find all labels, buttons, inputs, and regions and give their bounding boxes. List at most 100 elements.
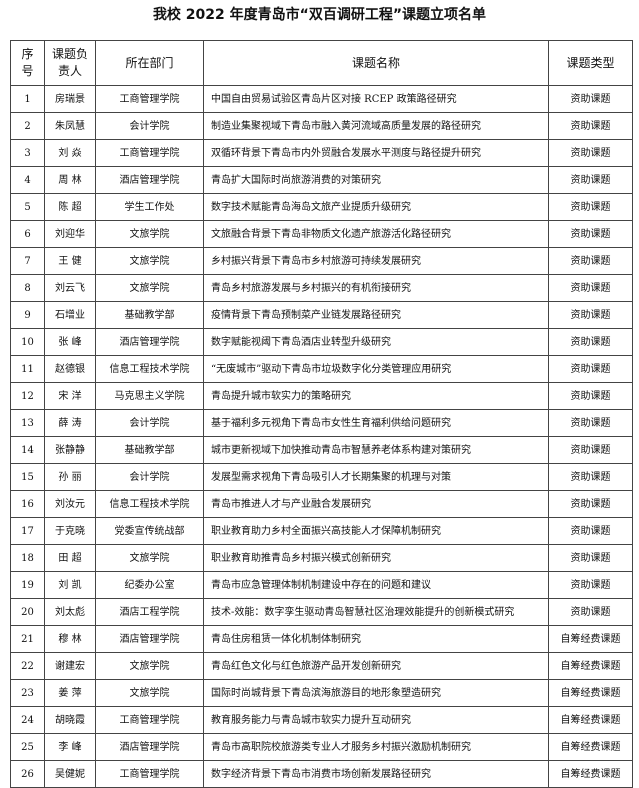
row-type: 资助课题 — [548, 463, 633, 491]
row-index: 22 — [10, 652, 45, 680]
row-leader: 张静静 — [44, 436, 96, 464]
row-topic: 青岛红色文化与红色旅游产品开发创新研究 — [203, 652, 549, 680]
row-department: 文旅学院 — [95, 274, 204, 302]
row-type: 资助课题 — [548, 490, 633, 518]
row-topic: 青岛市高职院校旅游类专业人才服务乡村振兴激励机制研究 — [203, 733, 549, 761]
row-type: 资助课题 — [548, 355, 633, 383]
row-department: 工商管理学院 — [95, 139, 204, 167]
row-type: 自筹经费课题 — [548, 733, 633, 761]
row-leader: 房瑞景 — [44, 85, 96, 113]
header-leader: 课题负责人 — [44, 40, 96, 86]
row-index: 25 — [10, 733, 45, 761]
row-leader: 孙 丽 — [44, 463, 96, 491]
row-topic: 国际时尚城背景下青岛滨海旅游目的地形象塑造研究 — [203, 679, 549, 707]
row-index: 1 — [10, 85, 45, 113]
row-topic: 数字经济背景下青岛市消费市场创新发展路径研究 — [203, 760, 549, 788]
row-index: 17 — [10, 517, 45, 545]
row-topic: 疫情背景下青岛预制菜产业链发展路径研究 — [203, 301, 549, 329]
row-topic: 双循环背景下青岛市内外贸融合发展水平测度与路径提升研究 — [203, 139, 549, 167]
row-leader: 石增业 — [44, 301, 96, 329]
row-leader: 刘 凯 — [44, 571, 96, 599]
row-department: 基础教学部 — [95, 436, 204, 464]
row-leader: 胡晓霞 — [44, 706, 96, 734]
row-leader: 谢建宏 — [44, 652, 96, 680]
row-leader: 刘迎华 — [44, 220, 96, 248]
row-department: 文旅学院 — [95, 652, 204, 680]
row-department: 酒店管理学院 — [95, 166, 204, 194]
row-topic: “无废城市”驱动下青岛市垃圾数字化分类管理应用研究 — [203, 355, 549, 383]
row-type: 资助课题 — [548, 139, 633, 167]
row-department: 酒店管理学院 — [95, 733, 204, 761]
row-topic: 青岛提升城市软实力的策略研究 — [203, 382, 549, 410]
table-row: 24 胡晓霞 工商管理学院 教育服务能力与青岛城市软实力提升互动研究 自筹经费课题 — [10, 706, 633, 734]
table-row: 11 赵德银 信息工程技术学院 “无废城市”驱动下青岛市垃圾数字化分类管理应用研究 资助… — [10, 355, 633, 383]
row-type: 资助课题 — [548, 382, 633, 410]
row-department: 文旅学院 — [95, 679, 204, 707]
row-department: 文旅学院 — [95, 220, 204, 248]
row-department: 基础教学部 — [95, 301, 204, 329]
row-department: 信息工程技术学院 — [95, 355, 204, 383]
row-index: 21 — [10, 625, 45, 653]
row-topic: 职业教育助力乡村全面振兴高技能人才保障机制研究 — [203, 517, 549, 545]
table-row: 22 谢建宏 文旅学院 青岛红色文化与红色旅游产品开发创新研究 自筹经费课题 — [10, 652, 633, 680]
row-index: 7 — [10, 247, 45, 275]
row-department: 酒店管理学院 — [95, 625, 204, 653]
row-index: 16 — [10, 490, 45, 518]
header-topic: 课题名称 — [203, 40, 549, 86]
row-topic: 基于福利多元视角下青岛市女性生育福利供给问题研究 — [203, 409, 549, 437]
row-type: 资助课题 — [548, 247, 633, 275]
row-leader: 李 峰 — [44, 733, 96, 761]
row-index: 11 — [10, 355, 45, 383]
row-department: 学生工作处 — [95, 193, 204, 221]
row-leader: 宋 洋 — [44, 382, 96, 410]
row-department: 工商管理学院 — [95, 85, 204, 113]
row-topic: 乡村振兴背景下青岛市乡村旅游可持续发展研究 — [203, 247, 549, 275]
row-department: 文旅学院 — [95, 247, 204, 275]
header-index: 序号 — [10, 40, 45, 86]
row-leader: 刘太彪 — [44, 598, 96, 626]
table-row: 20 刘太彪 酒店工程学院 技术-效能：数字孪生驱动青岛智慧社区治理效能提升的创新模式… — [10, 598, 633, 626]
row-type: 资助课题 — [548, 544, 633, 572]
table-row: 15 孙 丽会计学院 发展型需求视角下青岛吸引人才长期集聚的机理与对策 资助课题 — [10, 463, 633, 491]
row-topic: 青岛住房租赁一体化机制体制研究 — [203, 625, 549, 653]
row-index: 2 — [10, 112, 45, 140]
header-type: 课题类型 — [548, 40, 633, 86]
row-type: 资助课题 — [548, 85, 633, 113]
row-index: 18 — [10, 544, 45, 572]
row-type: 资助课题 — [548, 301, 633, 329]
row-topic: 文旅融合背景下青岛非物质文化遗产旅游活化路径研究 — [203, 220, 549, 248]
row-type: 资助课题 — [548, 220, 633, 248]
row-department: 会计学院 — [95, 112, 204, 140]
row-leader: 张 峰 — [44, 328, 96, 356]
row-type: 资助课题 — [548, 193, 633, 221]
row-leader: 赵德银 — [44, 355, 96, 383]
row-type: 资助课题 — [548, 571, 633, 599]
table-row: 10 张 峰酒店管理学院 数字赋能视阈下青岛酒店业转型升级研究 资助课题 — [10, 328, 633, 356]
row-department: 酒店工程学院 — [95, 598, 204, 626]
row-department: 工商管理学院 — [95, 706, 204, 734]
row-leader: 刘汝元 — [44, 490, 96, 518]
row-leader: 吴健妮 — [44, 760, 96, 788]
row-index: 15 — [10, 463, 45, 491]
row-topic: 青岛乡村旅游发展与乡村振兴的有机衔接研究 — [203, 274, 549, 302]
row-leader: 田 超 — [44, 544, 96, 572]
row-leader: 朱凤慧 — [44, 112, 96, 140]
row-index: 5 — [10, 193, 45, 221]
row-type: 自筹经费课题 — [548, 760, 633, 788]
row-topic: 中国自由贸易试验区青岛片区对接 RCEP 政策路径研究 — [203, 85, 549, 113]
row-type: 资助课题 — [548, 274, 633, 302]
row-topic: 青岛扩大国际时尚旅游消费的对策研究 — [203, 166, 549, 194]
table-row: 1 房瑞景 工商管理学院 中国自由贸易试验区青岛片区对接 RCEP 政策路径研究 资助课… — [10, 85, 633, 113]
row-index: 20 — [10, 598, 45, 626]
table-row: 17 于克晓 党委宣传统战部 职业教育助力乡村全面振兴高技能人才保障机制研究 资助课题 — [10, 517, 633, 545]
table-row: 19 刘 凯纪委办公室 青岛市应急管理体制机制建设中存在的问题和建议 资助课题 — [10, 571, 633, 599]
row-index: 10 — [10, 328, 45, 356]
table-row: 14 张静静 基础教学部 城市更新视域下加快推动青岛市智慧养老体系构建对策研究 资助课题 — [10, 436, 633, 464]
row-department: 信息工程技术学院 — [95, 490, 204, 518]
row-type: 自筹经费课题 — [548, 652, 633, 680]
row-department: 纪委办公室 — [95, 571, 204, 599]
